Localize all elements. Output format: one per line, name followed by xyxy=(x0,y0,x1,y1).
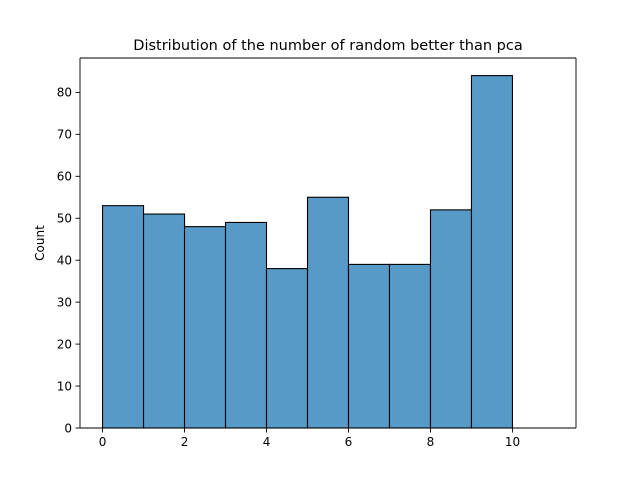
y-tick-label-4: 40 xyxy=(57,253,72,267)
histogram-bar-2 xyxy=(183,226,227,429)
x-tick-label-2: 4 xyxy=(263,435,271,449)
x-tick-label-4: 8 xyxy=(427,435,435,449)
axes-layer xyxy=(79,57,577,429)
y-tick-label-1: 10 xyxy=(57,379,72,393)
histogram-bar-6 xyxy=(347,263,391,429)
y-tick-label-2: 20 xyxy=(57,337,72,351)
histogram-bar-7 xyxy=(388,263,432,429)
x-tick-label-5: 10 xyxy=(505,435,520,449)
histogram-bar-1 xyxy=(142,213,186,429)
y-tick-label-8: 80 xyxy=(57,86,72,100)
y-axis-label: Count xyxy=(33,225,47,261)
histogram-bar-5 xyxy=(306,196,350,429)
histogram-bar-0 xyxy=(101,205,145,429)
histogram-bar-4 xyxy=(265,268,309,429)
histogram-bar-9 xyxy=(470,75,514,429)
bars-layer xyxy=(101,75,514,429)
x-tick-label-0: 0 xyxy=(99,435,107,449)
x-tick-label-1: 2 xyxy=(181,435,189,449)
y-tick-label-6: 60 xyxy=(57,170,72,184)
chart-title: Distribution of the number of random bet… xyxy=(133,38,522,54)
y-tick-label-0: 0 xyxy=(64,421,72,435)
ticks-layer: 0 2 4 6 8 10 0 10 20 30 40 50 60 70 80 xyxy=(57,86,520,449)
histogram-bar-8 xyxy=(429,209,473,429)
histogram-bar-3 xyxy=(224,221,268,429)
x-tick-label-3: 6 xyxy=(345,435,353,449)
y-tick-label-3: 30 xyxy=(57,295,72,309)
y-tick-label-7: 70 xyxy=(57,128,72,142)
y-tick-label-5: 50 xyxy=(57,212,72,226)
